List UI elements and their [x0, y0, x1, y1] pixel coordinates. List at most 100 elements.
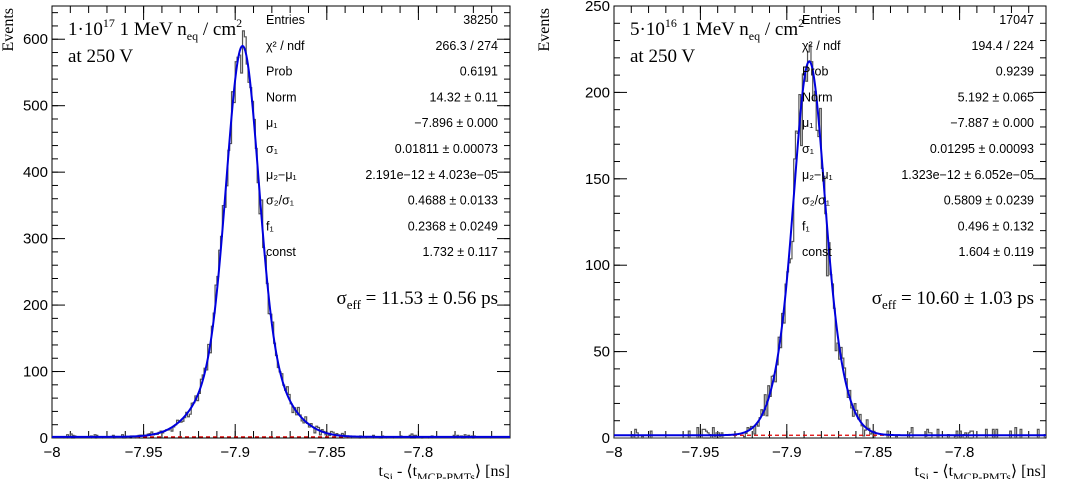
- histogram-chart-right: −8 −7.95 −7.9 −7.85 −7.8 0 50 100 150 200 250 Event…: [536, 0, 1047, 479]
- y-tick-label: 100: [23, 364, 48, 381]
- x-tick-label: −7.9: [220, 444, 250, 461]
- cond-mid: 1 MeV n: [677, 19, 749, 40]
- sigma-eff-value: = 10.60 ± 1.03 ps: [896, 288, 1034, 309]
- sigma-eff-symbol: σ: [336, 288, 346, 309]
- stats-value: 0.5809 ± 0.0239: [944, 194, 1034, 208]
- stats-value: 194.4 / 224: [971, 39, 1034, 53]
- stats-label: Entries: [802, 13, 841, 27]
- x-label-sub: Si: [919, 470, 930, 479]
- stats-label: σ₂/σ₁: [802, 194, 830, 208]
- stats-value: 0.01295 ± 0.00093: [930, 142, 1034, 156]
- stats-value: 38250: [463, 13, 498, 27]
- sigma-eff-label: σeff = 10.60 ± 1.03 ps: [872, 288, 1034, 312]
- y-tick-label: 250: [585, 0, 610, 15]
- stats-value: 2.191e−12 ± 4.023e−05: [365, 168, 498, 182]
- stats-label: χ² / ndf: [266, 39, 305, 53]
- stats-label: Norm: [266, 90, 297, 104]
- cond-exp: 17: [103, 16, 115, 30]
- cond-tail: / cm: [760, 19, 798, 40]
- fit-curve: [52, 44, 510, 438]
- x-label-sub2: MCP-PMTs: [953, 470, 1011, 479]
- y-tick-label: 100: [585, 257, 610, 274]
- stats-value: 266.3 / 274: [435, 39, 498, 53]
- x-tick-label: −7.95: [125, 444, 163, 461]
- stats-label: χ² / ndf: [802, 39, 841, 53]
- x-tick-label: −8: [605, 444, 622, 461]
- y-tick-label: 600: [23, 31, 48, 48]
- cond-exp2: 2: [236, 16, 242, 30]
- x-label-main: t: [379, 463, 384, 479]
- y-tick-label: 0: [40, 430, 48, 447]
- x-tick-label: −7.8: [404, 444, 434, 461]
- stats-label: μ₂−μ₁: [802, 168, 833, 182]
- stats-label: Prob: [802, 65, 828, 79]
- stats-label: μ₁: [266, 116, 277, 130]
- stats-label: σ₁: [802, 142, 814, 156]
- x-label-mid: - ⟨t: [929, 463, 954, 479]
- stats-label: const: [266, 245, 296, 259]
- stats-label: f₁: [802, 219, 810, 233]
- stats-label: f₁: [266, 219, 274, 233]
- condition-line2: at 250 V: [630, 46, 695, 67]
- fit-curve: [614, 60, 1046, 437]
- x-tick-label: −7.95: [681, 444, 719, 461]
- condition-label: 1·1017 1 MeV neq / cm2: [68, 16, 242, 43]
- x-label-sub: Si: [383, 470, 394, 479]
- cond-mid: 1 MeV n: [115, 19, 187, 40]
- sigma-eff-value: = 11.53 ± 0.56 ps: [361, 288, 498, 309]
- x-tick-label: −7.8: [945, 444, 975, 461]
- cond-sub: eq: [749, 29, 760, 43]
- stats-label: Prob: [266, 65, 292, 79]
- stats-value: 0.6191: [460, 65, 498, 79]
- y-tick-label: 50: [593, 344, 610, 361]
- plot-frame: [613, 5, 1047, 439]
- stats-value: 17047: [999, 13, 1034, 27]
- cond-base: 1·10: [68, 19, 103, 40]
- stats-value: 14.32 ± 0.11: [430, 90, 499, 104]
- stats-label: Entries: [266, 13, 305, 27]
- chart-panel-right: −8 −7.95 −7.9 −7.85 −7.8 0 50 100 150 200 250 Event…: [536, 0, 1072, 479]
- x-label-end: ⟩ [ns]: [475, 463, 510, 479]
- sigma-eff-sub: eff: [347, 297, 362, 312]
- stats-value: 1.323e−12 ± 6.052e−05: [901, 168, 1034, 182]
- x-label-mid: - ⟨t: [393, 463, 418, 479]
- y-tick-label: 200: [23, 297, 48, 314]
- x-label-main: t: [915, 463, 920, 479]
- stats-label: σ₁: [266, 142, 278, 156]
- x-label-sub2: MCP-PMTs: [417, 470, 475, 479]
- x-tick-label: −8: [43, 444, 60, 461]
- stats-value: −7.896 ± 0.000: [414, 116, 498, 130]
- stats-label: σ₂/σ₁: [266, 194, 294, 208]
- stats-value: −7.887 ± 0.000: [950, 116, 1034, 130]
- y-tick-label: 400: [23, 164, 48, 181]
- stats-label: μ₁: [802, 116, 813, 130]
- stats-value: 1.604 ± 0.119: [959, 245, 1034, 259]
- plot-frame: [51, 5, 511, 439]
- condition-label: 5·1016 1 MeV neq / cm2: [630, 16, 804, 43]
- stats-value: 0.496 ± 0.132: [958, 219, 1034, 233]
- stats-label: const: [802, 245, 832, 259]
- stats-value: 0.4688 ± 0.0133: [408, 194, 498, 208]
- sigma-eff-symbol: σ: [872, 288, 882, 309]
- histogram-series: [614, 44, 1046, 439]
- cond-exp2: 2: [798, 16, 804, 30]
- x-tick-label: −7.85: [308, 444, 346, 461]
- stats-value: 0.9239: [996, 65, 1034, 79]
- x-axis-label: tSi - ⟨tMCP-PMTs⟩ [ns]: [379, 463, 510, 479]
- sigma-eff-label: σeff = 11.53 ± 0.56 ps: [336, 288, 498, 312]
- cond-base: 5·10: [630, 19, 665, 40]
- x-tick-label: −7.9: [772, 444, 802, 461]
- stats-value: 0.2368 ± 0.0249: [408, 219, 498, 233]
- stats-label: Norm: [802, 90, 833, 104]
- y-axis-label: Events: [0, 8, 17, 52]
- y-tick-label: 300: [23, 231, 48, 248]
- histogram-chart-left: −8 −7.95 −7.9 −7.85 −7.8 0 100 200 300 400 500 600 E…: [0, 5, 511, 479]
- x-label-end: ⟩ [ns]: [1011, 463, 1046, 479]
- condition-line2: at 250 V: [68, 46, 133, 67]
- chart-panel-left: −8 −7.95 −7.9 −7.85 −7.8 0 100 200 300 400 500 600 E…: [0, 5, 511, 479]
- y-tick-label: 0: [602, 430, 610, 447]
- y-axis-label: Events: [536, 8, 553, 52]
- y-tick-label: 500: [23, 98, 48, 115]
- stats-value: 1.732 ± 0.117: [423, 245, 498, 259]
- cond-exp: 16: [665, 16, 677, 30]
